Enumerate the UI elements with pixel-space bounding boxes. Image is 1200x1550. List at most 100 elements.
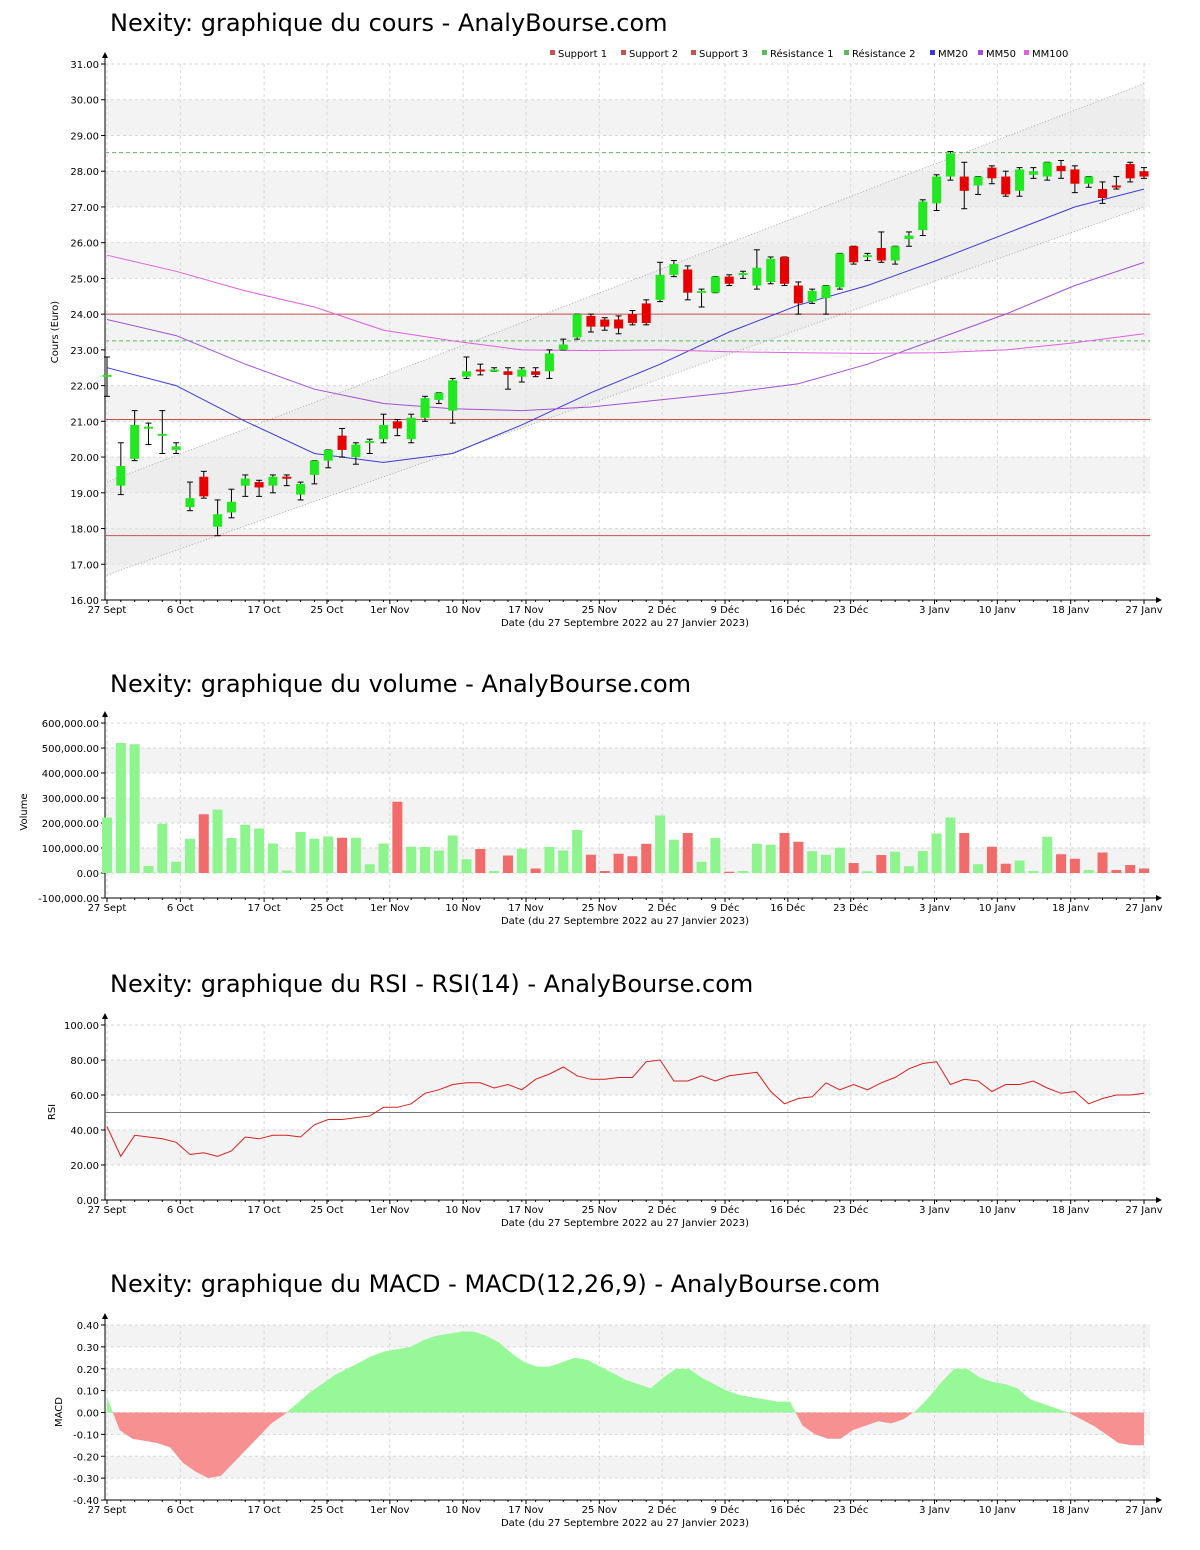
volume-bar xyxy=(129,744,140,873)
x-tick-label: 3 Janv xyxy=(919,605,950,616)
y-tick-label: 60.00 xyxy=(70,1091,99,1102)
x-tick-label: 17 Nov xyxy=(508,1505,544,1516)
x-tick-label: 10 Janv xyxy=(979,903,1016,914)
volume-bar xyxy=(599,871,610,873)
volume-bar xyxy=(765,844,776,873)
volume-bar xyxy=(309,838,320,873)
grid-band xyxy=(105,798,1150,823)
candle-body xyxy=(1098,189,1108,198)
y-tick-label: 400,000.00 xyxy=(42,769,99,780)
x-tick-label: 1er Nov xyxy=(370,605,409,616)
legend-swatch xyxy=(550,50,555,55)
volume-bar xyxy=(1069,858,1080,873)
x-tick-label: 16 Déc xyxy=(770,604,805,616)
y-tick-label: 40.00 xyxy=(70,1126,99,1137)
candle-body xyxy=(406,417,416,440)
y-tick-label: 29.00 xyxy=(70,131,99,142)
candle-body xyxy=(379,424,389,440)
x-tick-label: 10 Nov xyxy=(445,605,481,616)
moving-average-mm100 xyxy=(106,254,1145,354)
candle-body xyxy=(434,392,444,400)
price-chart-svg: 16.00 17.00 18.00 19.00 20.00 21.00 22.00 23.00… xyxy=(50,48,1163,629)
candle-body xyxy=(614,319,624,329)
candle-body xyxy=(627,314,637,324)
volume-bar xyxy=(475,849,486,873)
y-tick-label: 80.00 xyxy=(70,1056,99,1067)
volume-bar xyxy=(1014,860,1025,873)
grid-band xyxy=(105,1325,1150,1347)
volume-bar xyxy=(226,838,237,873)
x-tick-label: 17 Oct xyxy=(248,903,281,914)
volume-bar xyxy=(184,838,195,873)
volume-bar xyxy=(986,846,997,873)
rsi-chart: Nexity: graphique du RSI - RSI(14) - Ana… xyxy=(0,960,1200,1240)
volume-bar xyxy=(267,843,278,873)
volume-bar xyxy=(558,850,569,873)
moving-average-mm20 xyxy=(106,188,1145,463)
y-tick-label: -100,000.00 xyxy=(38,894,99,905)
y-tick-label: 0.30 xyxy=(77,1343,99,1354)
y-tick-label: 18.00 xyxy=(70,525,99,536)
volume-bar xyxy=(171,861,182,873)
volume-bar xyxy=(406,846,417,873)
candle-body xyxy=(323,449,333,461)
price-chart: Nexity: graphique du cours - AnalyBourse… xyxy=(0,0,1200,640)
candle-body xyxy=(282,476,292,479)
volume-bar xyxy=(461,859,472,873)
legend-item: MM50 xyxy=(986,49,1016,60)
legend-swatch xyxy=(844,50,849,55)
candle-body xyxy=(157,433,167,436)
candle-body xyxy=(517,369,527,377)
x-tick-label: 17 Nov xyxy=(508,903,544,914)
candle-body xyxy=(655,274,665,300)
volume-bar xyxy=(1028,871,1039,873)
x-tick-label: 27 Sept xyxy=(88,903,127,914)
y-axis-label: RSI xyxy=(47,1104,58,1120)
macd-positive-area xyxy=(286,1331,796,1413)
volume-bar xyxy=(392,801,403,873)
volume-bar xyxy=(516,848,527,873)
candle-body xyxy=(890,246,900,261)
x-tick-label: 3 Janv xyxy=(919,1205,950,1216)
candle-body xyxy=(807,290,817,302)
candle-body xyxy=(558,344,568,350)
x-tick-label: 17 Oct xyxy=(248,1505,281,1516)
volume-bar xyxy=(102,817,112,873)
volume-bar xyxy=(1000,863,1011,873)
candle-body xyxy=(793,285,803,304)
y-axis-label: Volume xyxy=(19,793,30,830)
y-tick-label: 500,000.00 xyxy=(42,744,99,755)
candle-body xyxy=(697,290,707,293)
volume-bar xyxy=(350,837,361,873)
x-tick-label: 17 Nov xyxy=(508,605,544,616)
legend-swatch xyxy=(930,50,935,55)
volume-bar xyxy=(751,843,762,873)
x-tick-label: 18 Janv xyxy=(1052,605,1089,616)
candle-body xyxy=(835,253,845,288)
x-tick-label: 10 Nov xyxy=(445,1205,481,1216)
candle-body xyxy=(752,267,762,286)
candle-body xyxy=(586,315,596,327)
candle-body xyxy=(1015,169,1025,191)
candle-body xyxy=(461,371,471,377)
x-tick-label: 25 Oct xyxy=(310,1505,343,1516)
volume-bar xyxy=(876,855,887,873)
x-tick-label: 25 Nov xyxy=(582,903,618,914)
candle-body xyxy=(1070,169,1080,184)
volume-bar xyxy=(544,847,555,873)
x-tick-label: 17 Nov xyxy=(508,1205,544,1216)
x-axis-label: Date (du 27 Septembre 2022 au 27 Janvier… xyxy=(501,916,749,927)
x-tick-label: 2 Déc xyxy=(648,1204,677,1216)
volume-bar xyxy=(254,828,265,873)
candle-body xyxy=(780,256,790,284)
y-tick-label: -0.10 xyxy=(73,1430,99,1441)
volume-bar xyxy=(143,866,154,873)
y-tick-label: 17.00 xyxy=(70,560,99,571)
x-tick-label: 2 Déc xyxy=(648,1504,677,1516)
volume-bar xyxy=(1056,854,1067,873)
candle-body xyxy=(1001,176,1011,195)
x-axis-arrow xyxy=(1156,1197,1162,1203)
candle-body xyxy=(531,371,541,375)
candle-body xyxy=(918,201,928,231)
x-tick-label: 17 Oct xyxy=(248,605,281,616)
